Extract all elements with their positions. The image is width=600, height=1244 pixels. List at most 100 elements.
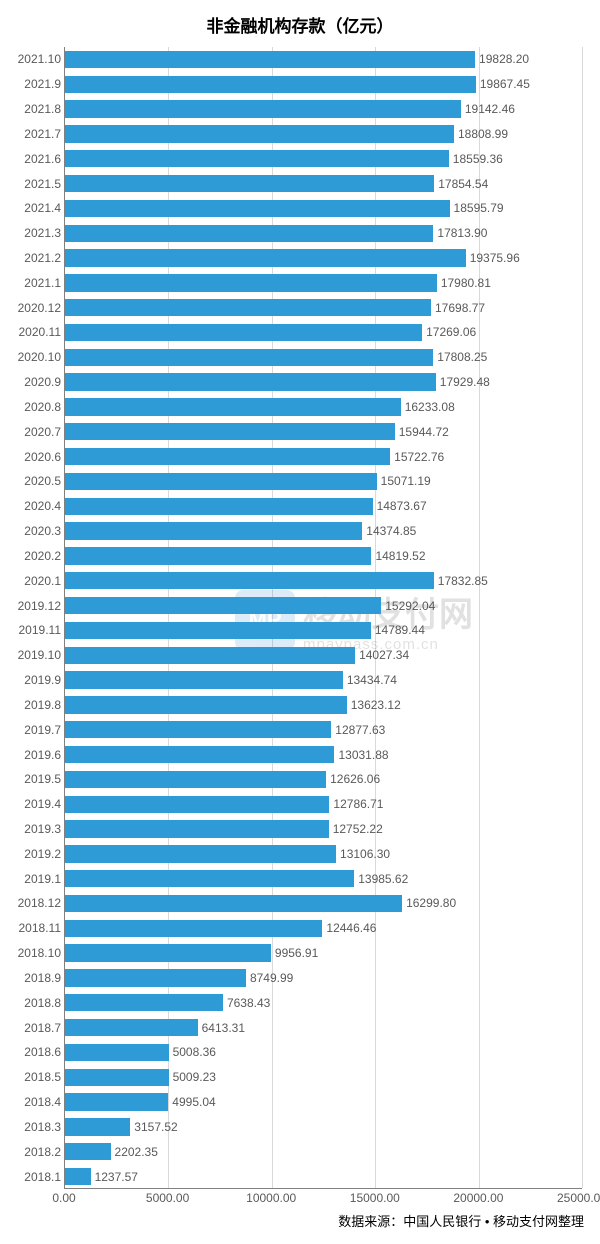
bar bbox=[65, 969, 246, 986]
bar-row: 2020.816233.08 bbox=[65, 398, 582, 415]
bar-value-label: 18559.36 bbox=[449, 153, 503, 165]
bar-row: 2020.314374.85 bbox=[65, 522, 582, 539]
bar-row: 2018.33157.52 bbox=[65, 1118, 582, 1135]
x-axis: 0.005000.0010000.0015000.0020000.0025000… bbox=[64, 1189, 582, 1209]
bar bbox=[65, 796, 329, 813]
bar-row: 2019.412786.71 bbox=[65, 796, 582, 813]
bar-value-label: 18808.99 bbox=[454, 128, 508, 140]
bar-value-label: 13434.74 bbox=[343, 674, 397, 686]
bar-row: 2021.517854.54 bbox=[65, 175, 582, 192]
bar-row: 2019.312752.22 bbox=[65, 820, 582, 837]
y-category-label: 2020.3 bbox=[24, 525, 65, 537]
bar-row: 2021.418595.79 bbox=[65, 200, 582, 217]
bar bbox=[65, 920, 322, 937]
y-category-label: 2019.1 bbox=[24, 873, 65, 885]
y-category-label: 2019.9 bbox=[24, 674, 65, 686]
bar bbox=[65, 1143, 111, 1160]
bar-row: 2021.1019828.20 bbox=[65, 51, 582, 68]
bar bbox=[65, 324, 422, 341]
bar-value-label: 17269.06 bbox=[422, 326, 476, 338]
bar-row: 2021.117980.81 bbox=[65, 274, 582, 291]
bar-row: 2020.1017808.25 bbox=[65, 349, 582, 366]
bar bbox=[65, 572, 434, 589]
grid-line bbox=[168, 47, 169, 1188]
bar bbox=[65, 522, 362, 539]
bar bbox=[65, 125, 454, 142]
bar bbox=[65, 423, 395, 440]
bar bbox=[65, 249, 466, 266]
bar-row: 2021.919867.45 bbox=[65, 76, 582, 93]
bar-value-label: 15722.76 bbox=[390, 451, 444, 463]
y-category-label: 2019.10 bbox=[18, 649, 65, 661]
bar-value-label: 14027.34 bbox=[355, 649, 409, 661]
bar bbox=[65, 994, 223, 1011]
y-category-label: 2021.6 bbox=[24, 153, 65, 165]
grid-line bbox=[479, 47, 480, 1188]
bar bbox=[65, 1118, 130, 1135]
bar-row: 2019.512626.06 bbox=[65, 771, 582, 788]
bar-row: 2018.55009.23 bbox=[65, 1069, 582, 1086]
bar bbox=[65, 1044, 169, 1061]
bar-row: 2021.317813.90 bbox=[65, 225, 582, 242]
bar-row: 2018.22202.35 bbox=[65, 1143, 582, 1160]
bar bbox=[65, 1093, 168, 1110]
bar-row: 2020.1117269.06 bbox=[65, 324, 582, 341]
bar-row: 2020.515071.19 bbox=[65, 473, 582, 490]
bar bbox=[65, 225, 433, 242]
bar-value-label: 15071.19 bbox=[377, 475, 431, 487]
bar-row: 2019.613031.88 bbox=[65, 746, 582, 763]
y-category-label: 2020.2 bbox=[24, 550, 65, 562]
chart-title: 非金融机构存款（亿元） bbox=[8, 12, 592, 37]
bar bbox=[65, 671, 343, 688]
bar-value-label: 12446.46 bbox=[322, 922, 376, 934]
y-category-label: 2018.11 bbox=[19, 922, 66, 934]
x-tick-label: 20000.00 bbox=[453, 1191, 503, 1205]
data-source: 数据来源：中国人民银行 • 移动支付网整理 bbox=[8, 1209, 592, 1236]
bar-value-label: 2202.35 bbox=[111, 1146, 158, 1158]
bar-value-label: 13623.12 bbox=[347, 699, 401, 711]
bar-value-label: 17813.90 bbox=[433, 227, 487, 239]
y-category-label: 2020.12 bbox=[18, 302, 65, 314]
bar-value-label: 12877.63 bbox=[331, 724, 385, 736]
y-category-label: 2018.9 bbox=[24, 972, 65, 984]
bar-value-label: 6413.31 bbox=[198, 1022, 245, 1034]
bar bbox=[65, 746, 334, 763]
y-category-label: 2018.10 bbox=[18, 947, 65, 959]
bar-row: 2021.219375.96 bbox=[65, 249, 582, 266]
y-category-label: 2020.7 bbox=[24, 426, 65, 438]
bar bbox=[65, 771, 326, 788]
y-category-label: 2020.11 bbox=[19, 326, 66, 338]
plot-area: MP 移动支付网 mpaypass.com.cn 2021.1019828.20… bbox=[64, 47, 582, 1189]
bar-row: 2019.913434.74 bbox=[65, 671, 582, 688]
bar-value-label: 13031.88 bbox=[334, 749, 388, 761]
bar bbox=[65, 721, 331, 738]
bar-value-label: 17929.48 bbox=[436, 376, 490, 388]
y-category-label: 2021.9 bbox=[24, 78, 65, 90]
bar-row: 2018.87638.43 bbox=[65, 994, 582, 1011]
y-category-label: 2020.1 bbox=[24, 575, 65, 587]
grid-line bbox=[272, 47, 273, 1188]
y-category-label: 2020.4 bbox=[24, 500, 65, 512]
y-category-label: 2018.6 bbox=[24, 1046, 65, 1058]
bar-value-label: 12786.71 bbox=[329, 798, 383, 810]
bar bbox=[65, 150, 449, 167]
bar bbox=[65, 895, 402, 912]
bar bbox=[65, 448, 390, 465]
bar-value-label: 17980.81 bbox=[437, 277, 491, 289]
bar-row: 2019.1014027.34 bbox=[65, 647, 582, 664]
bar bbox=[65, 349, 433, 366]
bar bbox=[65, 274, 437, 291]
y-category-label: 2019.4 bbox=[24, 798, 65, 810]
y-category-label: 2021.3 bbox=[24, 227, 65, 239]
x-tick-label: 5000.00 bbox=[146, 1191, 189, 1205]
bar bbox=[65, 647, 355, 664]
x-tick-label: 10000.00 bbox=[246, 1191, 296, 1205]
bar-row: 2018.65008.36 bbox=[65, 1044, 582, 1061]
bar-row: 2019.813623.12 bbox=[65, 696, 582, 713]
bar-value-label: 12752.22 bbox=[329, 823, 383, 835]
bar-value-label: 8749.99 bbox=[246, 972, 293, 984]
bar-row: 2019.213106.30 bbox=[65, 845, 582, 862]
bar bbox=[65, 498, 373, 515]
bar-value-label: 13985.62 bbox=[354, 873, 408, 885]
bar-row: 2020.615722.76 bbox=[65, 448, 582, 465]
